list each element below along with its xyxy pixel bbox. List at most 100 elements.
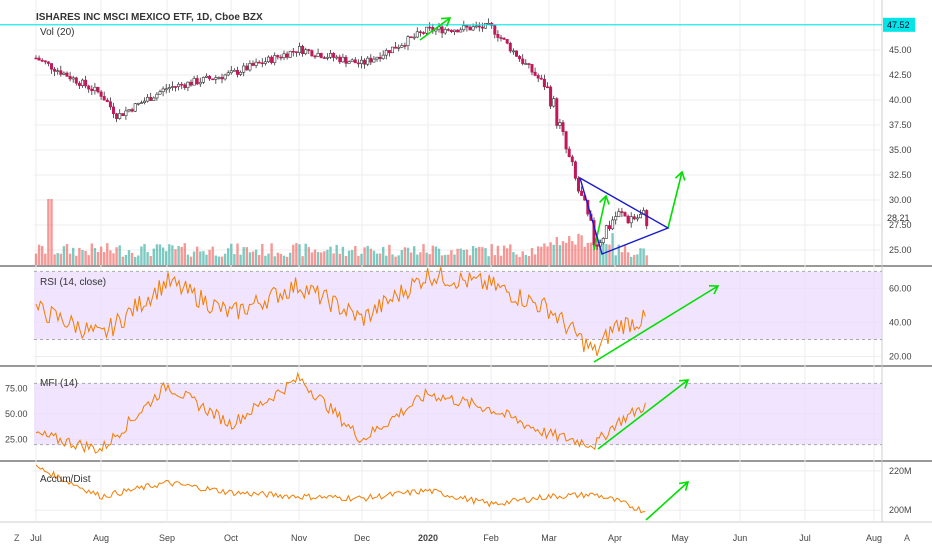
overbought-oversold-band [34, 383, 882, 445]
volume-bar [177, 246, 180, 265]
candle-body [34, 57, 38, 60]
price-tick-label: 37.50 [889, 120, 912, 130]
candle-body [164, 88, 168, 91]
candle-body [232, 70, 236, 72]
volume-bar [304, 243, 307, 265]
volume-bar [416, 254, 419, 265]
volume-bar [96, 251, 100, 265]
candle-body [161, 88, 165, 93]
volume-bar [118, 245, 121, 265]
candle-body [139, 102, 143, 104]
volume-bar [320, 252, 323, 265]
candle-body [449, 29, 453, 32]
candle-body [465, 25, 469, 28]
volume-bar [251, 251, 255, 265]
candle-body [43, 60, 47, 63]
candle-body [412, 36, 416, 39]
volume-bar [369, 248, 372, 265]
volume-bar [338, 253, 341, 265]
candle-body [508, 42, 512, 52]
accum-dist-trend-arrow [645, 481, 689, 521]
volume-bar [273, 256, 276, 265]
candle-body [576, 178, 580, 192]
volume-bar [493, 255, 496, 265]
volume-bar [487, 256, 490, 265]
volume-bar [292, 244, 295, 265]
volume-bar [93, 248, 97, 265]
candle-body [205, 75, 209, 78]
candle-body [601, 238, 605, 243]
volume-bar [227, 248, 230, 265]
rsi-label: RSI (14, close) [40, 277, 106, 288]
candle-body [474, 25, 478, 28]
candle-body [341, 56, 345, 63]
candle-body [369, 57, 373, 63]
left-glyph[interactable]: Z [14, 533, 20, 543]
volume-bar [375, 253, 379, 265]
volume-bar [475, 247, 478, 265]
volume-bar [617, 244, 620, 265]
volume-bar [633, 254, 636, 265]
volume-bar [527, 256, 531, 265]
volume-bar [81, 250, 84, 265]
mfi-label: MFI (14) [40, 378, 78, 389]
volume-bar [289, 252, 292, 265]
volume-bar [351, 250, 354, 265]
candle-body [611, 219, 615, 230]
candle-body [239, 71, 243, 75]
volume-bar [53, 254, 56, 265]
candle-body [446, 29, 450, 31]
volume-bar [478, 246, 481, 265]
candle-body [266, 56, 270, 63]
candle-body [604, 225, 608, 239]
volume-bar [267, 253, 270, 265]
candle-body [496, 34, 500, 38]
candle-body [620, 211, 624, 213]
volume-bar [214, 255, 217, 265]
volume-bar [636, 254, 639, 265]
annotations: 47.52 28.21 [0, 17, 915, 521]
candle-body [607, 225, 611, 230]
candle-body [285, 53, 289, 58]
volume-bar [121, 256, 124, 265]
candle-body [477, 25, 481, 28]
volume-bar [59, 253, 62, 265]
x-tick-label: Aug [93, 533, 109, 543]
chart-title: ISHARES INC MSCI MEXICO ETF, 1D, Cboe BZ… [36, 12, 263, 23]
candle-body [257, 61, 261, 64]
volume-bar [614, 255, 617, 265]
volume-bar [41, 246, 44, 265]
volume-bar [329, 246, 332, 265]
high-price-value: 47.52 [887, 20, 910, 30]
volume-bar [168, 244, 171, 265]
right-glyph[interactable]: A [904, 533, 910, 543]
volume-bar [571, 241, 574, 265]
volume-bar [555, 237, 558, 265]
volume-bar [307, 247, 310, 265]
volume-bar [313, 249, 317, 265]
volume-bar [47, 199, 50, 265]
volume-bar [134, 256, 137, 265]
candle-body [573, 161, 577, 179]
indicator-tick-label: 75.00 [5, 383, 28, 393]
volume-bar [270, 243, 273, 265]
candle-body [198, 81, 202, 85]
candle-body [291, 50, 295, 53]
volume-bar [344, 256, 348, 265]
candle-body [533, 71, 537, 76]
volume-bar [68, 253, 72, 265]
candle-body [294, 51, 298, 53]
volume-bar [496, 245, 500, 265]
candle-body [96, 86, 100, 93]
volume-bar [199, 251, 202, 265]
candle-body [378, 56, 382, 59]
candle-body [403, 45, 407, 47]
volume-bar [347, 250, 351, 265]
candle-body [242, 65, 246, 73]
candle-body [102, 96, 106, 101]
indicator-line [35, 464, 646, 514]
volume-bar [524, 254, 527, 265]
volume-bar [530, 248, 534, 265]
candle-body [502, 37, 506, 40]
